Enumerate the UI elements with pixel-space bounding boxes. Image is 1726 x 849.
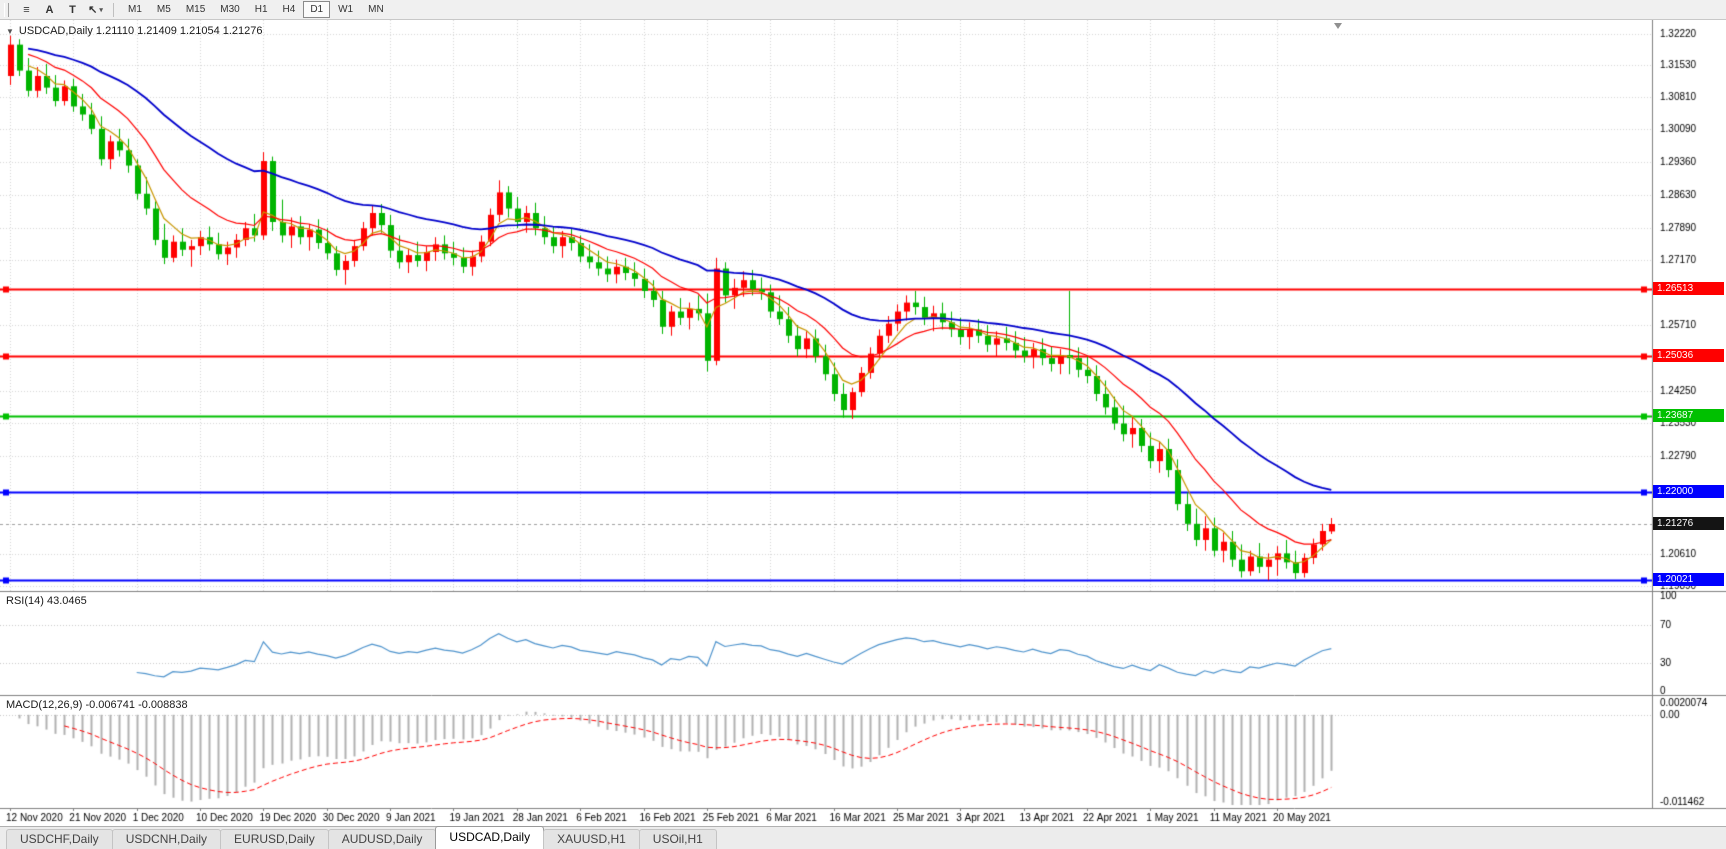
timeframe-button[interactable]: M15 — [179, 1, 212, 18]
price-level-badge[interactable]: 1.26513 — [1653, 282, 1724, 296]
dropdown-caret-icon: ▾ — [99, 6, 103, 14]
chart-tab[interactable]: USDCHF,Daily — [6, 829, 113, 849]
toolbar-grip[interactable] — [4, 2, 9, 17]
price-level-badge[interactable]: 1.25036 — [1653, 348, 1724, 362]
chart-tab[interactable]: USDCAD,Daily — [435, 826, 545, 849]
timeframe-button[interactable]: M30 — [213, 1, 246, 18]
chart-menu-icon[interactable]: ≡ — [16, 1, 37, 18]
chart-region: ▼ USDCAD,Daily 1.21110 1.21409 1.21054 1… — [0, 20, 1726, 826]
toolbar: ≡ A T ↖ ▾ M1 M5 M15 M30 H1 H4 D1 W1 MN — [0, 0, 1726, 20]
timeframe-button[interactable]: M1 — [121, 1, 149, 18]
price-level-badge[interactable]: 1.23687 — [1653, 409, 1724, 423]
chart-tab[interactable]: XAUUSD,H1 — [543, 829, 640, 849]
symbol-dropdown-arrow-icon[interactable]: ▼ — [6, 26, 14, 36]
price-chart-canvas[interactable] — [0, 20, 1726, 826]
macd-indicator-label: MACD(12,26,9) -0.006741 -0.008838 — [6, 699, 188, 711]
chart-tab[interactable]: USOil,H1 — [638, 829, 717, 849]
timeframe-button[interactable]: H1 — [248, 1, 275, 18]
arrow-tool-button[interactable]: A — [39, 1, 60, 18]
timeframe-button[interactable]: H4 — [276, 1, 303, 18]
chart-tab-bar: USDCHF,Daily USDCNH,Daily EURUSD,Daily AUDU… — [0, 826, 1726, 849]
chart-tab[interactable]: EURUSD,Daily — [220, 829, 329, 849]
scroll-anchor-icon — [1334, 23, 1342, 29]
symbol-ohlc-text: USDCAD,Daily 1.21110 1.21409 1.21054 1.2… — [18, 25, 263, 37]
price-level-badge[interactable]: 1.20021 — [1653, 573, 1724, 587]
price-level-badge[interactable]: 1.22000 — [1653, 484, 1724, 498]
crosshair-tool-button[interactable]: ↖ ▾ — [85, 1, 106, 18]
timeframe-button[interactable]: W1 — [331, 1, 360, 18]
chart-tab[interactable]: AUDUSD,Daily — [327, 829, 437, 849]
chart-symbol-label: ▼ USDCAD,Daily 1.21110 1.21409 1.21054 1… — [6, 25, 263, 37]
toolbar-separator — [113, 2, 114, 17]
text-tool-button[interactable]: T — [62, 1, 83, 18]
timeframe-button[interactable]: M5 — [150, 1, 178, 18]
rsi-indicator-label: RSI(14) 43.0465 — [6, 595, 87, 607]
timeframe-group: M1 M5 M15 M30 H1 H4 D1 W1 MN — [121, 1, 391, 18]
timeframe-button[interactable]: D1 — [303, 1, 331, 18]
cursor-icon: ↖ — [88, 4, 98, 16]
current-price-badge: 1.21276 — [1653, 517, 1724, 530]
timeframe-button[interactable]: MN — [361, 1, 391, 18]
chart-tab[interactable]: USDCNH,Daily — [111, 829, 222, 849]
